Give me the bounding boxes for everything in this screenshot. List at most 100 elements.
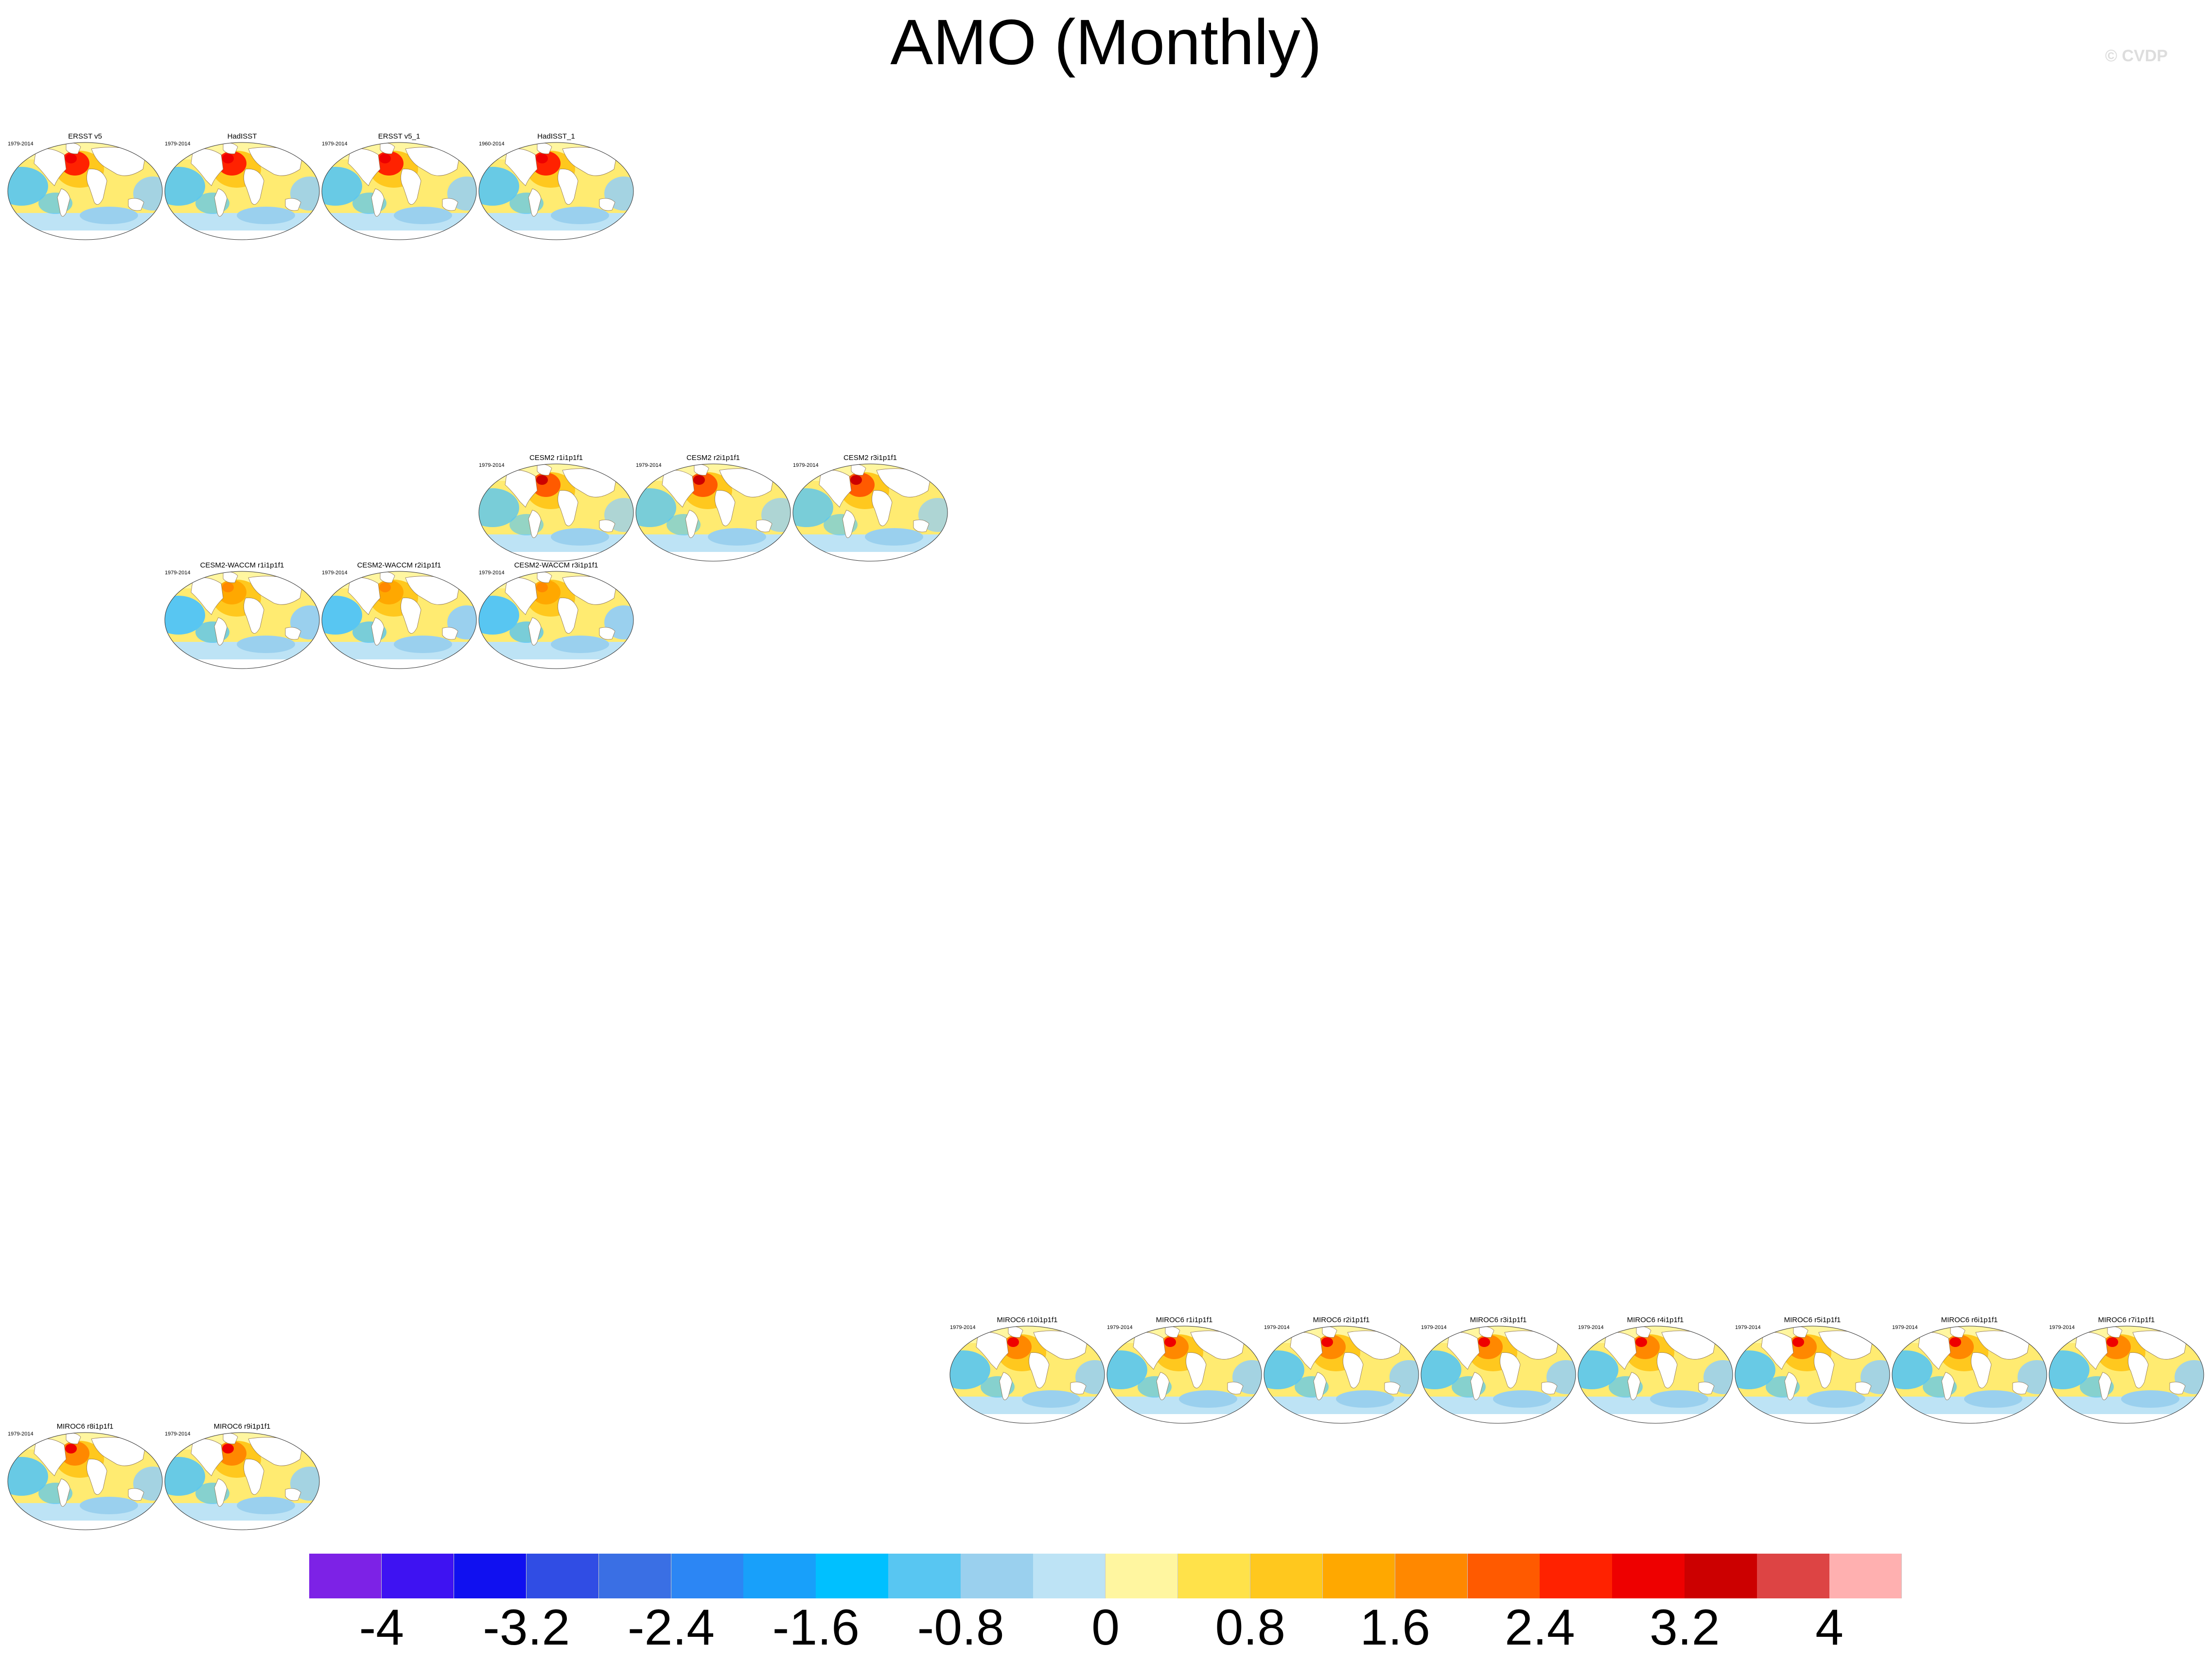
africa-land bbox=[872, 490, 893, 526]
amo-map bbox=[478, 571, 634, 669]
australia-land bbox=[442, 198, 458, 211]
colorbar-tick-label: 1.6 bbox=[1360, 1599, 1430, 1656]
map-border bbox=[1578, 1326, 1733, 1424]
panel-title: MIROC6 r8i1p1f1 bbox=[56, 1422, 114, 1431]
amo-map bbox=[1892, 1326, 2047, 1424]
antarctica-land bbox=[950, 1414, 1105, 1423]
australia-land bbox=[442, 627, 458, 640]
colorbar-box bbox=[1106, 1554, 1178, 1598]
amo-map bbox=[1264, 1326, 1419, 1424]
indian-cool bbox=[865, 528, 923, 546]
colorbar-box bbox=[1322, 1554, 1396, 1598]
colorbar-box bbox=[1395, 1554, 1468, 1598]
colorbar-tick-label: 2.4 bbox=[1505, 1599, 1575, 1656]
africa-land bbox=[2128, 1352, 2149, 1388]
indian-cool bbox=[80, 207, 138, 224]
indian-cool bbox=[1336, 1390, 1394, 1408]
colorbar bbox=[309, 1554, 1902, 1598]
north-atlantic-core bbox=[1478, 1337, 1490, 1347]
colorbar-tick-label: 0.8 bbox=[1215, 1599, 1286, 1656]
africa-land bbox=[244, 598, 264, 634]
panel-title: HadISST_1 bbox=[537, 132, 575, 141]
africa-land bbox=[244, 1459, 264, 1495]
map-field bbox=[1264, 1326, 1419, 1423]
map-panel: CESM2-WACCM r3i1p1f1 1979-2014 bbox=[478, 561, 634, 678]
indian-cool bbox=[394, 207, 452, 224]
colorbar-tick-label: 0 bbox=[1091, 1599, 1120, 1656]
indian-cool bbox=[1179, 1390, 1237, 1408]
map-field bbox=[165, 1433, 319, 1530]
panel-title: CESM2-WACCM r2i1p1f1 bbox=[357, 561, 441, 569]
map-field bbox=[1578, 1326, 1733, 1423]
map-border bbox=[321, 571, 477, 669]
map-border bbox=[1421, 1326, 1576, 1424]
north-atlantic-core bbox=[2107, 1337, 2118, 1347]
colorbar-box bbox=[961, 1554, 1034, 1598]
africa-land bbox=[1657, 1352, 1678, 1388]
australia-land bbox=[128, 198, 144, 211]
panel-period: 1979-2014 bbox=[1735, 1325, 1761, 1330]
panel-title: CESM2-WACCM r3i1p1f1 bbox=[514, 561, 598, 569]
africa-land bbox=[1971, 1352, 1992, 1388]
map-field bbox=[950, 1326, 1105, 1423]
map-field bbox=[793, 464, 948, 561]
africa-land bbox=[1343, 1352, 1364, 1388]
antarctica-land bbox=[1892, 1414, 2047, 1423]
map-panel: MIROC6 r3i1p1f1 1979-2014 bbox=[1420, 1316, 1577, 1433]
panel-title: CESM2 r1i1p1f1 bbox=[529, 454, 583, 462]
south-america-land bbox=[685, 510, 699, 538]
map-panel: CESM2 r1i1p1f1 1979-2014 bbox=[478, 454, 634, 570]
colorbar-box bbox=[454, 1554, 527, 1598]
map-panel: MIROC6 r9i1p1f1 1979-2014 bbox=[164, 1422, 320, 1539]
panel-title: ERSST v5_1 bbox=[378, 132, 421, 141]
australia-land bbox=[1227, 1382, 1244, 1395]
panel-period: 1979-2014 bbox=[165, 141, 191, 147]
map-border bbox=[478, 142, 634, 240]
south-america-land bbox=[1156, 1372, 1170, 1400]
australia-land bbox=[285, 627, 301, 640]
panel-title: MIROC6 r5i1p1f1 bbox=[1784, 1316, 1841, 1324]
map-panel: MIROC6 r7i1p1f1 1979-2014 bbox=[2048, 1316, 2205, 1433]
panel-period: 1979-2014 bbox=[479, 570, 505, 576]
africa-land bbox=[244, 169, 264, 205]
amo-map bbox=[792, 463, 948, 562]
map-panel: HadISST 1979-2014 bbox=[164, 132, 320, 249]
colorbar-tick-label: -4 bbox=[359, 1599, 404, 1656]
antarctica-land bbox=[479, 230, 633, 240]
map-border bbox=[1264, 1326, 1419, 1424]
antarctica-land bbox=[8, 230, 162, 240]
map-panel: CESM2-WACCM r1i1p1f1 1979-2014 bbox=[164, 561, 320, 678]
africa-land bbox=[1814, 1352, 1835, 1388]
panel-period: 1979-2014 bbox=[636, 462, 662, 468]
north-atlantic-core bbox=[65, 154, 77, 163]
amo-map bbox=[1421, 1326, 1576, 1424]
australia-land bbox=[756, 519, 772, 532]
map-field bbox=[8, 1433, 162, 1530]
amo-map bbox=[2049, 1326, 2204, 1424]
panel-period: 1979-2014 bbox=[8, 1431, 34, 1437]
panel-title: CESM2 r3i1p1f1 bbox=[843, 454, 897, 462]
south-america-land bbox=[57, 188, 70, 217]
north-atlantic-core bbox=[379, 583, 391, 592]
australia-land bbox=[1698, 1382, 1715, 1395]
colorbar-box bbox=[816, 1554, 889, 1598]
eurasia-land bbox=[562, 468, 617, 497]
north-america-land bbox=[348, 148, 381, 186]
antarctica-land bbox=[1264, 1414, 1419, 1423]
colorbar-box bbox=[743, 1554, 816, 1598]
indian-cool bbox=[394, 636, 452, 653]
map-field bbox=[322, 571, 476, 669]
south-america-land bbox=[1470, 1372, 1484, 1400]
map-panel: ERSST v5 1979-2014 bbox=[7, 132, 163, 249]
panel-period: 1979-2014 bbox=[793, 462, 819, 468]
north-atlantic-core bbox=[65, 1444, 77, 1453]
africa-land bbox=[558, 169, 579, 205]
antarctica-land bbox=[479, 659, 633, 669]
north-america-land bbox=[1604, 1332, 1637, 1370]
north-atlantic-core bbox=[1007, 1337, 1019, 1347]
map-border bbox=[478, 463, 634, 562]
colorbar-tick-label: 3.2 bbox=[1649, 1599, 1720, 1656]
map-field bbox=[636, 464, 790, 561]
map-border bbox=[7, 1432, 163, 1530]
north-atlantic-core bbox=[1164, 1337, 1176, 1347]
